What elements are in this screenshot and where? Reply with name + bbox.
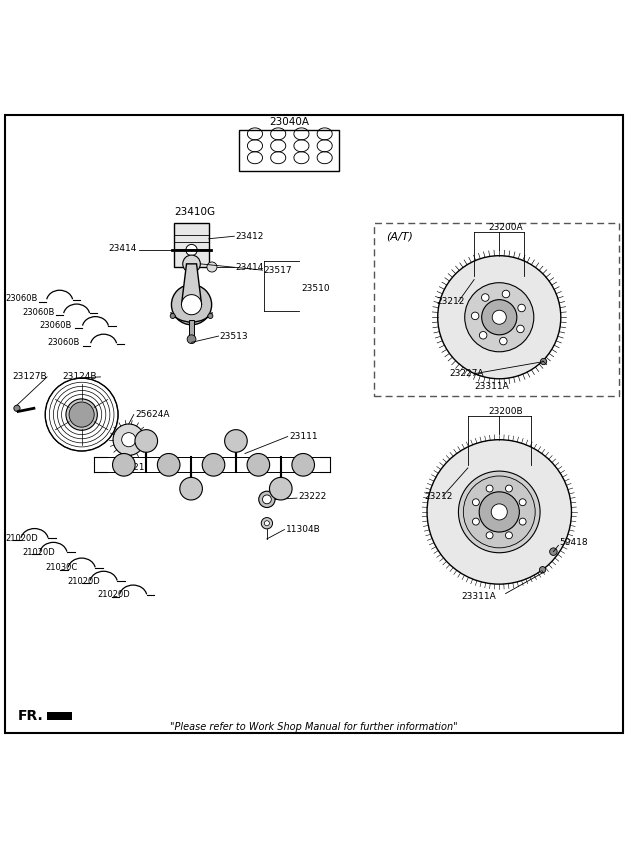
Text: "Please refer to Work Shop Manual for further information": "Please refer to Work Shop Manual for fu… <box>170 722 458 732</box>
Text: 23060B: 23060B <box>40 321 72 330</box>
Circle shape <box>14 405 20 411</box>
Text: 23121: 23121 <box>116 463 144 471</box>
Text: 25624A: 25624A <box>135 410 170 419</box>
Circle shape <box>518 304 526 312</box>
Text: 23060B: 23060B <box>22 308 55 316</box>
Circle shape <box>479 332 487 339</box>
Text: 23124B: 23124B <box>63 372 97 382</box>
Circle shape <box>541 359 547 365</box>
Text: 23513: 23513 <box>220 332 249 341</box>
Circle shape <box>472 312 479 320</box>
Circle shape <box>187 335 196 343</box>
Circle shape <box>269 477 292 500</box>
Circle shape <box>261 517 273 529</box>
Circle shape <box>207 262 217 272</box>
Text: 21020D: 21020D <box>97 590 130 600</box>
Circle shape <box>438 256 561 379</box>
Circle shape <box>259 491 275 507</box>
Circle shape <box>202 454 225 476</box>
Text: 23127B: 23127B <box>13 372 47 382</box>
Circle shape <box>458 471 540 553</box>
Circle shape <box>479 492 519 532</box>
Circle shape <box>519 518 526 525</box>
Bar <box>189 321 194 336</box>
Circle shape <box>183 255 200 273</box>
Circle shape <box>186 244 197 256</box>
Circle shape <box>208 314 213 319</box>
Text: 23212: 23212 <box>436 297 465 306</box>
Circle shape <box>66 399 97 430</box>
Circle shape <box>170 314 175 319</box>
Text: 23200B: 23200B <box>488 407 523 416</box>
Circle shape <box>465 282 534 352</box>
Circle shape <box>491 504 507 520</box>
Circle shape <box>463 476 535 548</box>
Polygon shape <box>47 711 72 721</box>
Text: 23060B: 23060B <box>47 338 80 348</box>
Text: 23510: 23510 <box>301 284 330 293</box>
Circle shape <box>499 338 507 345</box>
Text: 21020D: 21020D <box>22 548 55 556</box>
Circle shape <box>69 402 94 427</box>
Circle shape <box>112 454 135 476</box>
Polygon shape <box>181 264 202 304</box>
Text: 23311A: 23311A <box>474 382 509 391</box>
Text: 23410G: 23410G <box>174 207 215 217</box>
Text: 23200A: 23200A <box>488 223 523 232</box>
Circle shape <box>519 499 526 505</box>
Circle shape <box>427 440 571 584</box>
Text: 21020D: 21020D <box>5 533 38 543</box>
Text: 23412: 23412 <box>236 232 264 241</box>
Circle shape <box>550 548 557 555</box>
Circle shape <box>135 430 158 452</box>
Text: 23414: 23414 <box>236 263 264 271</box>
Text: 21030C: 21030C <box>45 563 77 572</box>
Circle shape <box>158 454 180 476</box>
Circle shape <box>472 518 479 525</box>
Circle shape <box>113 424 144 455</box>
Bar <box>374 223 619 396</box>
Bar <box>239 131 339 171</box>
Circle shape <box>264 521 269 526</box>
Text: 23517: 23517 <box>264 265 293 275</box>
Text: 23311A: 23311A <box>462 592 496 601</box>
Text: 21020D: 21020D <box>68 577 100 585</box>
Circle shape <box>225 430 247 452</box>
Text: 23227A: 23227A <box>449 369 484 378</box>
Circle shape <box>486 485 493 492</box>
Text: 23414: 23414 <box>109 244 137 254</box>
Circle shape <box>263 495 271 504</box>
Circle shape <box>482 299 517 335</box>
Circle shape <box>472 499 479 505</box>
Text: 23212: 23212 <box>424 492 452 500</box>
Circle shape <box>486 532 493 538</box>
Circle shape <box>181 294 202 315</box>
Circle shape <box>506 485 512 492</box>
Text: 59418: 59418 <box>560 538 588 547</box>
Text: FR.: FR. <box>18 709 43 723</box>
Circle shape <box>492 310 506 324</box>
Circle shape <box>247 454 269 476</box>
Circle shape <box>502 290 510 298</box>
Text: 23111: 23111 <box>289 432 318 441</box>
Circle shape <box>482 293 489 301</box>
Text: (A/T): (A/T) <box>386 232 413 242</box>
Text: 23040A: 23040A <box>269 117 309 127</box>
Circle shape <box>517 325 524 332</box>
Circle shape <box>506 532 512 538</box>
Circle shape <box>292 454 315 476</box>
Bar <box>174 223 208 267</box>
Circle shape <box>122 432 136 447</box>
Circle shape <box>171 285 212 325</box>
Text: 23060B: 23060B <box>5 294 38 303</box>
Text: 11304B: 11304B <box>286 525 320 534</box>
Circle shape <box>539 566 546 573</box>
Text: 23222: 23222 <box>298 492 327 500</box>
Circle shape <box>180 477 202 500</box>
